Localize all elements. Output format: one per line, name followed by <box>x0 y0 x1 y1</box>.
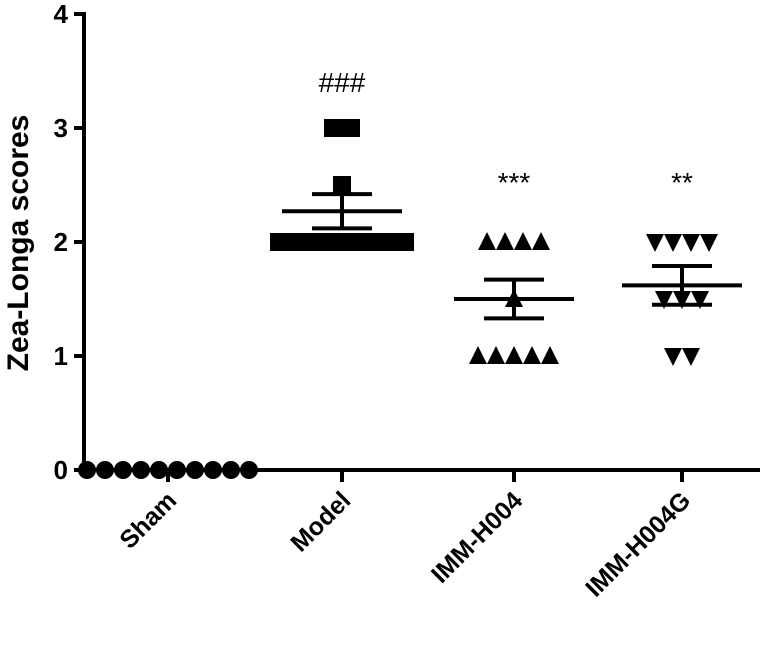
data-point <box>646 234 664 252</box>
data-point <box>664 234 682 252</box>
significance-label: ### <box>319 67 366 98</box>
data-point <box>342 233 360 251</box>
data-point <box>523 346 541 364</box>
data-point <box>541 346 559 364</box>
data-point <box>396 233 414 251</box>
data-point <box>691 291 709 309</box>
data-point <box>186 461 204 479</box>
y-tick-label: 0 <box>54 455 68 485</box>
data-point <box>655 291 673 309</box>
data-point <box>682 348 700 366</box>
data-point <box>150 461 168 479</box>
y-axis-title: Zea-Longa scores <box>2 115 35 372</box>
data-point <box>96 461 114 479</box>
data-point <box>204 461 222 479</box>
data-point <box>333 176 351 194</box>
data-point <box>682 234 700 252</box>
data-point <box>505 346 523 364</box>
data-point <box>324 233 342 251</box>
data-point <box>469 346 487 364</box>
data-point <box>514 232 532 250</box>
data-point <box>288 233 306 251</box>
y-tick-label: 2 <box>54 227 68 257</box>
significance-label: ** <box>671 167 693 198</box>
data-point <box>324 119 342 137</box>
data-point <box>342 119 360 137</box>
x-category-label: Sham <box>114 486 182 554</box>
data-point <box>664 348 682 366</box>
y-tick-label: 1 <box>54 341 68 371</box>
data-point <box>132 461 150 479</box>
data-point <box>240 461 258 479</box>
y-tick-label: 3 <box>54 113 68 143</box>
data-point <box>222 461 240 479</box>
data-point <box>487 346 505 364</box>
x-category-label: IMM-H004 <box>426 486 528 588</box>
data-point <box>270 233 288 251</box>
data-point <box>306 233 324 251</box>
x-category-label: Model <box>285 486 356 557</box>
data-point <box>114 461 132 479</box>
y-tick-label: 4 <box>54 0 69 29</box>
significance-label: *** <box>498 167 531 198</box>
data-point <box>168 461 186 479</box>
data-point <box>478 232 496 250</box>
data-point <box>496 232 514 250</box>
data-point <box>360 233 378 251</box>
data-point <box>378 233 396 251</box>
data-point <box>700 234 718 252</box>
data-point <box>532 232 550 250</box>
x-category-label: IMM-H004G <box>580 486 696 602</box>
data-point <box>78 461 96 479</box>
